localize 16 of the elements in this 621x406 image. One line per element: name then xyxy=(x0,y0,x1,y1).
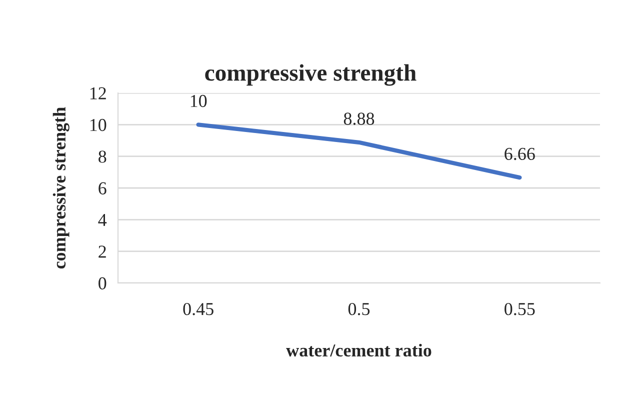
chart-title: compressive strength xyxy=(205,64,416,86)
x-tick-label: 0.55 xyxy=(504,302,535,316)
x-tick-label: 0.45 xyxy=(183,302,214,316)
data-label: 10 xyxy=(190,94,207,108)
y-tick-label: 2 xyxy=(98,246,106,258)
y-tick-label: 8 xyxy=(98,150,106,163)
data-label: 8.88 xyxy=(344,112,374,125)
y-tick-label: 6 xyxy=(98,182,106,194)
data-label: 6.66 xyxy=(504,148,535,160)
y-tick-label: 0 xyxy=(98,277,106,290)
y-tick-label: 4 xyxy=(98,214,107,226)
x-tick-label: 0.5 xyxy=(348,302,370,316)
y-tick-label: 10 xyxy=(90,118,106,132)
y-axis-title: compressive strength xyxy=(52,107,70,269)
x-axis-title: water/cement ratio xyxy=(286,344,432,357)
y-tick-label: 12 xyxy=(90,87,106,100)
